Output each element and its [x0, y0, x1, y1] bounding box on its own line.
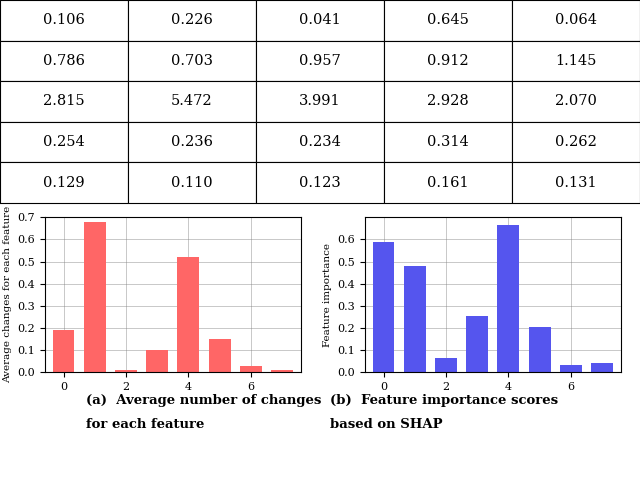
Y-axis label: Average changes for each feature: Average changes for each feature — [3, 206, 12, 383]
Bar — [115, 369, 137, 372]
Bar — [529, 327, 550, 372]
Y-axis label: Feature importance: Feature importance — [323, 242, 332, 347]
Bar — [591, 363, 613, 372]
Bar — [497, 225, 519, 372]
Bar — [177, 257, 199, 372]
Text: based on SHAP: based on SHAP — [330, 418, 442, 431]
Bar — [372, 242, 394, 372]
Bar — [240, 367, 262, 372]
Bar — [467, 315, 488, 372]
Bar — [560, 365, 582, 372]
Bar — [435, 357, 457, 372]
Bar — [209, 339, 230, 372]
Text: (b)  Feature importance scores: (b) Feature importance scores — [330, 394, 557, 407]
Bar — [52, 330, 74, 372]
Bar — [84, 222, 106, 372]
Bar — [147, 350, 168, 372]
Bar — [271, 369, 293, 372]
Bar — [404, 266, 426, 372]
Text: for each feature: for each feature — [86, 418, 205, 431]
Text: (a)  Average number of changes: (a) Average number of changes — [86, 394, 322, 407]
